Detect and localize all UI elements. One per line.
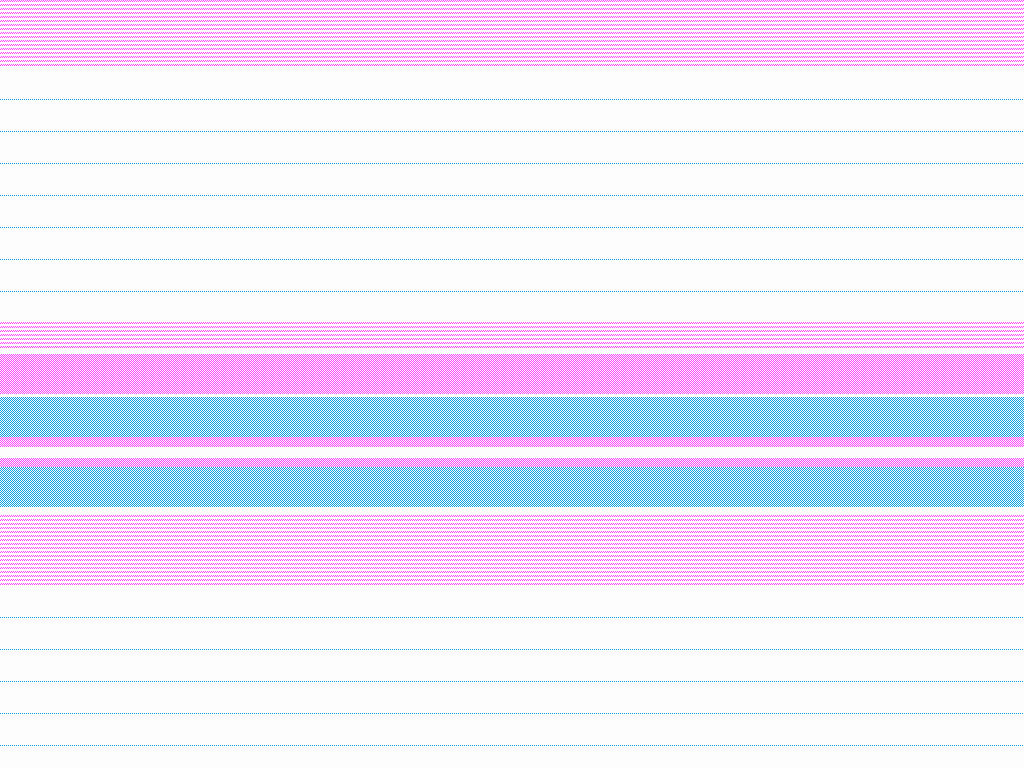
magenta-band	[0, 354, 1024, 394]
cyan-line	[0, 227, 1024, 228]
magenta-stripes-lower	[0, 515, 1024, 585]
cyan-line	[0, 713, 1024, 714]
cyan-band	[0, 397, 1024, 437]
cyan-line	[0, 291, 1024, 292]
cyan-line	[0, 649, 1024, 650]
cyan-line	[0, 163, 1024, 164]
cyan-line	[0, 617, 1024, 618]
cyan-line	[0, 259, 1024, 260]
magenta-stripes-top	[0, 0, 1024, 66]
cyan-line	[0, 195, 1024, 196]
cyan-line	[0, 99, 1024, 100]
cyan-line	[0, 681, 1024, 682]
cyan-line	[0, 745, 1024, 746]
magenta-band-thin	[0, 437, 1024, 447]
cyan-band	[0, 467, 1024, 507]
magenta-stripes-middle	[0, 322, 1024, 350]
magenta-band-thin	[0, 458, 1024, 467]
cyan-line	[0, 131, 1024, 132]
